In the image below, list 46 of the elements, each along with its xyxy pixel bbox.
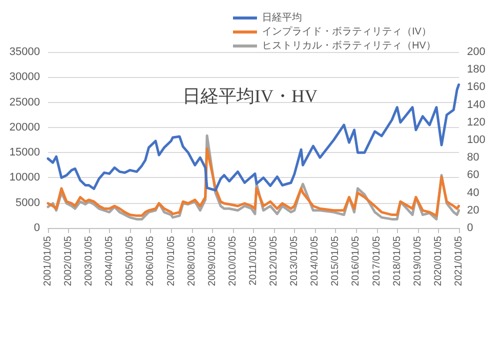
y2-tick-label: 180 xyxy=(467,64,486,76)
y-tick-label: 5000 xyxy=(16,196,40,209)
y-tick-label: 25000 xyxy=(9,96,40,108)
y-tick-label: 20000 xyxy=(9,121,40,134)
x-tick-label: 2013/01/05 xyxy=(289,236,300,286)
x-tick-label: 2006/01/05 xyxy=(145,236,156,286)
y-tick-label: 15000 xyxy=(9,146,40,159)
x-tick-label: 2001/01/05 xyxy=(42,236,54,286)
x-tick-label: 2016/01/05 xyxy=(350,236,362,286)
x-tick-label: 2002/01/05 xyxy=(63,236,74,286)
x-tick-label: 2011/01/05 xyxy=(248,236,259,286)
x-tick-label: 2007/01/05 xyxy=(166,236,177,286)
y2-tick-label: 20 xyxy=(467,204,480,216)
legend-label: 日経平均 xyxy=(262,12,302,24)
y2-tick-label: 40 xyxy=(467,186,480,199)
text: 日経平均IV・HV xyxy=(182,86,318,106)
x-tick-label: 2010/01/05 xyxy=(227,236,238,286)
x-tick-label: 2015/01/05 xyxy=(330,236,342,286)
y2-tick-label: 60 xyxy=(467,169,480,182)
x-tick-label: 2004/01/05 xyxy=(104,236,116,286)
y2-tick-label: 100 xyxy=(467,134,486,146)
x-tick-label: 2019/01/05 xyxy=(412,236,424,286)
y2-tick-label: 160 xyxy=(467,81,486,94)
y-tick-label: 0 xyxy=(34,222,40,234)
line-series xyxy=(46,148,460,217)
x-tick-label: 2017/01/05 xyxy=(371,236,382,286)
legend-label: インプライド・ボラティリティ（IV） xyxy=(262,26,432,38)
x-tick-label: 2018/01/05 xyxy=(392,236,403,286)
x-tick-label: 2003/01/05 xyxy=(84,236,95,286)
x-tick-label: 2005/01/05 xyxy=(124,236,136,286)
x-tick-label: 2008/01/05 xyxy=(186,236,198,286)
legend-label: ヒストリカル・ボラティリティ（HV） xyxy=(262,40,436,52)
x-tick-label: 2009/01/05 xyxy=(206,236,218,286)
y-tick-label: 35000 xyxy=(9,46,40,58)
y-tick-label: 10000 xyxy=(9,172,40,184)
x-tick-label: 2012/01/05 xyxy=(268,236,280,286)
x-tick-label: 2014/01/05 xyxy=(310,236,321,286)
line-series xyxy=(46,83,460,192)
y2-tick-label: 140 xyxy=(467,98,486,111)
y2-tick-label: 120 xyxy=(467,116,486,128)
x-tick-label: 2021/01/05 xyxy=(454,236,464,286)
y2-tick-label: 200 xyxy=(467,46,486,58)
y-tick-label: 30000 xyxy=(9,71,40,84)
y2-tick-label: 80 xyxy=(467,152,480,164)
x-tick-label: 2020/01/05 xyxy=(432,236,444,286)
y2-tick-label: 0 xyxy=(467,222,474,234)
